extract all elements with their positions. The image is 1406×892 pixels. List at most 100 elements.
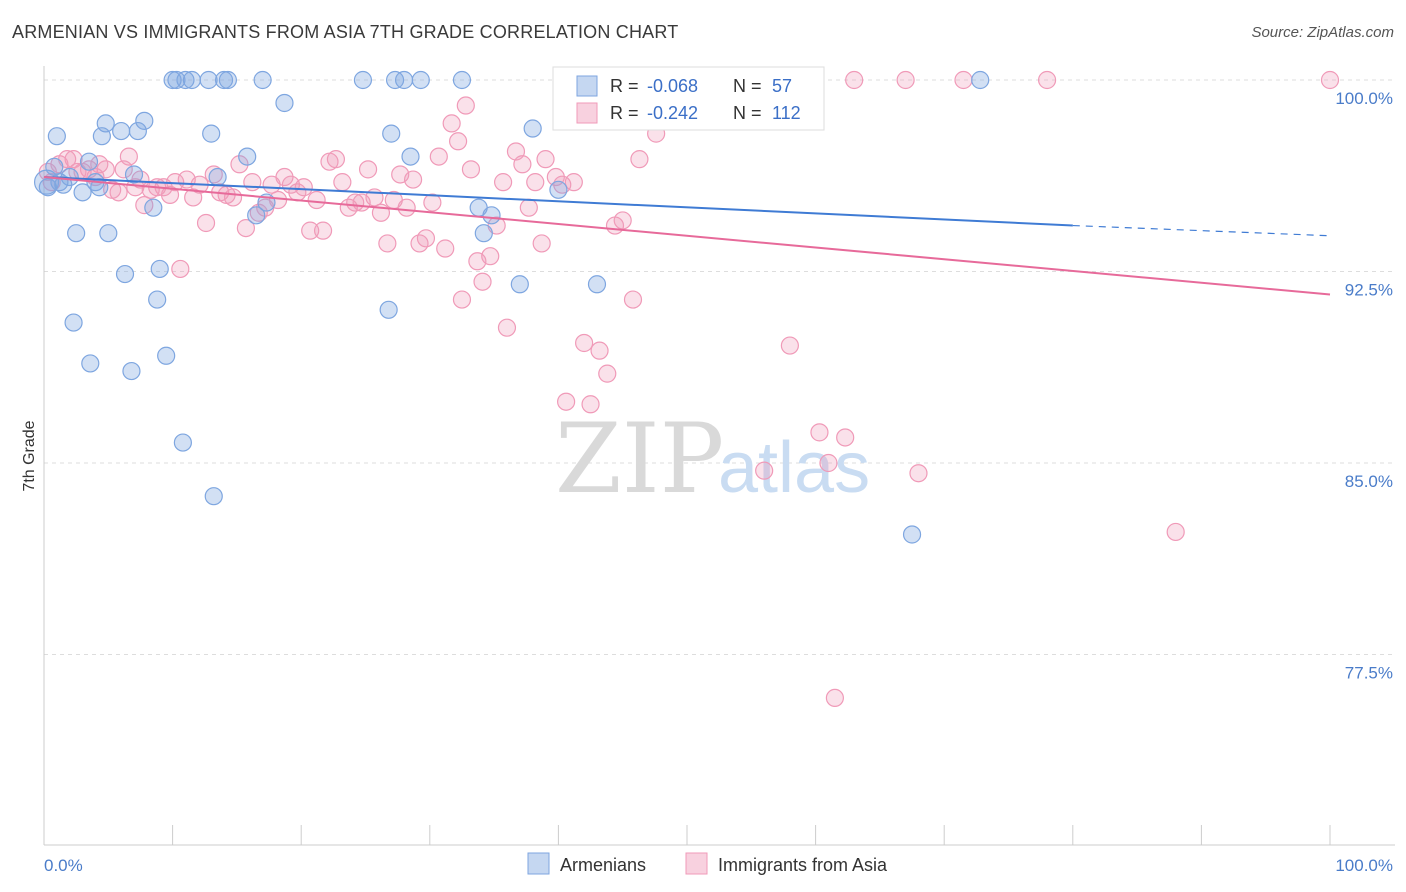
armenians-point-9 xyxy=(79,152,99,171)
immigrants-asia-point-91 xyxy=(623,290,643,309)
armenians-point-7 xyxy=(67,224,86,243)
stats-legend-swatch-1 xyxy=(576,102,598,124)
immigrants-asia-point-99 xyxy=(780,336,799,355)
immigrants-asia-point-68 xyxy=(461,160,481,179)
armenians-point-52 xyxy=(482,206,501,225)
armenians-point-54 xyxy=(523,119,542,138)
immigrants-asia-point-107 xyxy=(954,70,973,90)
watermark-atlas: atlas xyxy=(718,428,870,508)
stats-legend: R = -0.068 N = 57 R = -0.242 N = 112 xyxy=(552,66,825,131)
y-tick-label-1: 92.5% xyxy=(1345,281,1393,300)
immigrants-asia-point-33 xyxy=(236,218,256,238)
immigrants-asia-point-10 xyxy=(96,160,115,179)
armenians-point-51 xyxy=(474,224,493,243)
immigrants-asia-trend-line xyxy=(43,176,1331,296)
watermark-zip: ZIP xyxy=(555,403,724,515)
immigrants-asia-point-113 xyxy=(456,96,475,115)
series-legend-swatch-1 xyxy=(685,852,708,875)
immigrants-asia-point-110 xyxy=(1320,70,1340,90)
armenians-point-22 xyxy=(144,198,163,217)
stats-legend-n-value-0: 57 xyxy=(772,76,792,96)
armenians-point-26 xyxy=(163,70,182,90)
immigrants-asia-point-87 xyxy=(590,341,609,360)
immigrants-asia-point-103 xyxy=(836,428,855,447)
trend-lines xyxy=(43,176,1331,296)
immigrants-asia-point-48 xyxy=(333,173,352,192)
immigrants-asia-point-66 xyxy=(448,132,468,151)
y-tick-label-2: 85.0% xyxy=(1345,472,1393,491)
immigrants-asia-point-88 xyxy=(598,364,617,383)
armenians-point-16 xyxy=(112,121,131,141)
stats-legend-n-label-1: N = xyxy=(733,103,762,123)
armenians-point-17 xyxy=(115,264,135,284)
armenians-point-20 xyxy=(128,121,147,141)
armenians-point-18 xyxy=(122,361,141,381)
immigrants-asia-point-78 xyxy=(526,173,545,192)
data-points xyxy=(33,70,1340,708)
stats-legend-r-value-1: -0.242 xyxy=(647,103,698,123)
immigrants-asia-point-64 xyxy=(436,239,455,258)
immigrants-asia-point-111 xyxy=(825,688,844,708)
armenians-point-49 xyxy=(452,70,472,90)
immigrants-asia-point-55 xyxy=(378,234,397,253)
x-tick-label-1: 100.0% xyxy=(1335,856,1393,875)
armenians-point-34 xyxy=(208,167,227,187)
stats-legend-r-label-0: R = xyxy=(610,76,639,96)
armenians-point-58 xyxy=(902,525,922,544)
immigrants-asia-point-43 xyxy=(301,221,320,240)
immigrants-asia-point-45 xyxy=(313,221,333,240)
stats-legend-r-value-0: -0.068 xyxy=(647,76,698,96)
immigrants-asia-point-92 xyxy=(630,150,649,169)
armenians-point-15 xyxy=(99,224,118,243)
immigrants-asia-point-44 xyxy=(307,190,326,210)
immigrants-asia-point-47 xyxy=(326,150,346,169)
stats-legend-r-label-1: R = xyxy=(610,103,639,123)
immigrants-asia-point-102 xyxy=(819,453,838,473)
armenians-point-38 xyxy=(247,206,266,225)
armenians-point-39 xyxy=(253,70,272,90)
chart-title: ARMENIAN VS IMMIGRANTS FROM ASIA 7TH GRA… xyxy=(12,22,679,42)
series-legend-swatch-0 xyxy=(527,852,550,875)
immigrants-asia-point-74 xyxy=(497,318,517,337)
immigrants-asia-point-65 xyxy=(442,114,461,133)
armenians-point-56 xyxy=(587,275,607,294)
armenians-point-10 xyxy=(81,354,100,373)
stats-legend-box xyxy=(552,66,825,131)
armenians-point-19 xyxy=(124,165,144,184)
immigrants-asia-point-59 xyxy=(403,170,423,189)
series-legend-label-1: Immigrants from Asia xyxy=(718,855,888,875)
immigrants-asia-point-70 xyxy=(473,272,492,291)
armenians-point-37 xyxy=(238,147,257,166)
immigrants-asia-point-63 xyxy=(429,147,448,166)
immigrants-asia-point-84 xyxy=(564,173,583,192)
armenians-point-0 xyxy=(38,178,57,197)
stats-legend-n-value-1: 112 xyxy=(772,103,801,123)
armenians-point-46 xyxy=(394,70,414,90)
immigrants-asia-point-79 xyxy=(532,234,551,253)
immigrants-asia-point-27 xyxy=(196,213,216,233)
y-tick-label-3: 77.5% xyxy=(1345,664,1393,683)
axes xyxy=(43,66,1395,846)
armenians-point-28 xyxy=(173,433,192,452)
armenians-point-30 xyxy=(182,70,201,90)
y-tick-labels: 100.0% 92.5% 85.0% 77.5% xyxy=(1335,89,1393,683)
immigrants-asia-point-76 xyxy=(513,155,532,174)
immigrants-asia-point-14 xyxy=(119,147,138,166)
armenians-cluster-point xyxy=(33,169,60,195)
armenians-point-35 xyxy=(214,70,234,90)
armenians-point-24 xyxy=(150,259,169,279)
armenians-point-53 xyxy=(510,275,529,294)
immigrants-asia-point-23 xyxy=(171,259,190,279)
chart-source: Source: ZipAtlas.com xyxy=(1251,24,1394,41)
x-tick-labels: 0.0% 100.0% xyxy=(44,856,1393,875)
armenians-point-29 xyxy=(176,70,195,90)
armenians-point-21 xyxy=(135,111,154,130)
armenians-point-8 xyxy=(73,183,92,202)
armenians-point-6 xyxy=(64,313,83,332)
armenians-point-55 xyxy=(549,180,568,199)
immigrants-asia-point-52 xyxy=(358,160,378,179)
immigrants-asia-point-58 xyxy=(397,198,416,217)
armenians-point-2 xyxy=(47,127,66,146)
armenians-point-44 xyxy=(382,124,401,143)
immigrants-asia-point-112 xyxy=(755,461,774,480)
